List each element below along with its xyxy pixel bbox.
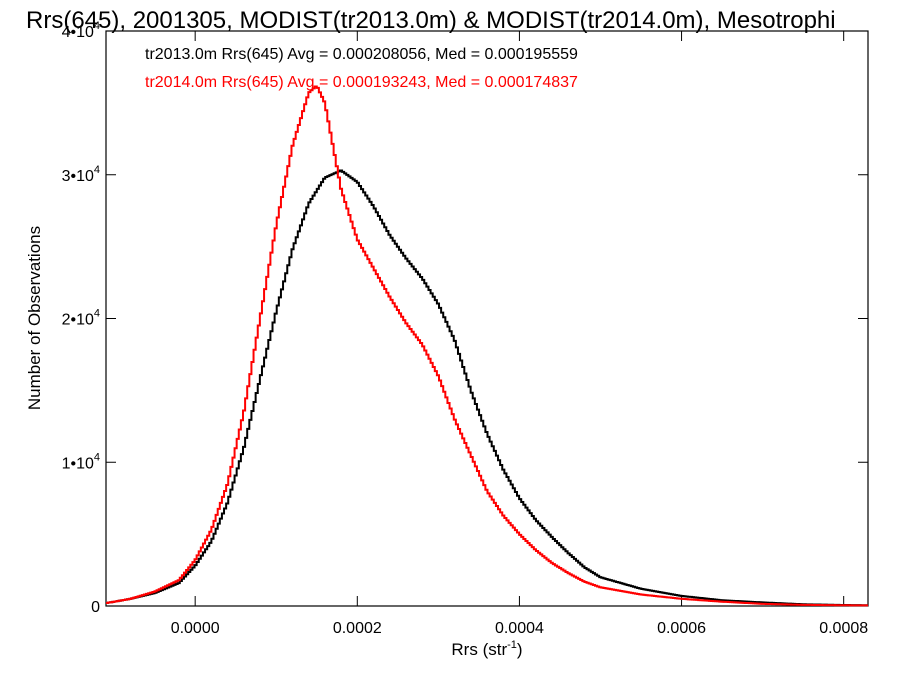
x-axis-ticks: 0.0000 0.0002 0.0004 0.0006 0.0008	[171, 31, 868, 637]
x-tick-label: 0.0002	[333, 620, 382, 637]
legend-entry-tr2013.0m: tr2013.0m Rrs(645) Avg = 0.000208056, Me…	[145, 46, 578, 63]
y-axis-label: Number of Observations	[25, 226, 44, 410]
y-tick-label: 0	[91, 599, 100, 616]
y-tick-label: 1•104	[62, 451, 100, 472]
y-tick-label: 4•104	[62, 20, 100, 41]
series-line-tr2013.0m	[106, 169, 868, 607]
x-axis-label: Rrs (str-1)	[451, 639, 522, 659]
x-tick-label: 0.0004	[495, 620, 544, 637]
series-lines	[106, 85, 868, 607]
legend-entry-tr2014.0m: tr2014.0m Rrs(645) Avg = 0.000193243, Me…	[145, 74, 578, 91]
series-line-tr2014.0m	[106, 85, 868, 607]
y-tick-label: 3•104	[62, 164, 100, 185]
x-tick-label: 0.0008	[819, 620, 868, 637]
chart-title: Rrs(645), 2001305, MODIST(tr2013.0m) & M…	[26, 7, 836, 34]
y-tick-label: 2•104	[62, 308, 100, 329]
x-tick-label: 0.0006	[657, 620, 706, 637]
y-axis-ticks: 0 1•104 2•104 3•104 4•104	[62, 20, 868, 616]
legend: tr2013.0m Rrs(645) Avg = 0.000208056, Me…	[145, 46, 578, 91]
x-tick-label: 0.0000	[171, 620, 220, 637]
